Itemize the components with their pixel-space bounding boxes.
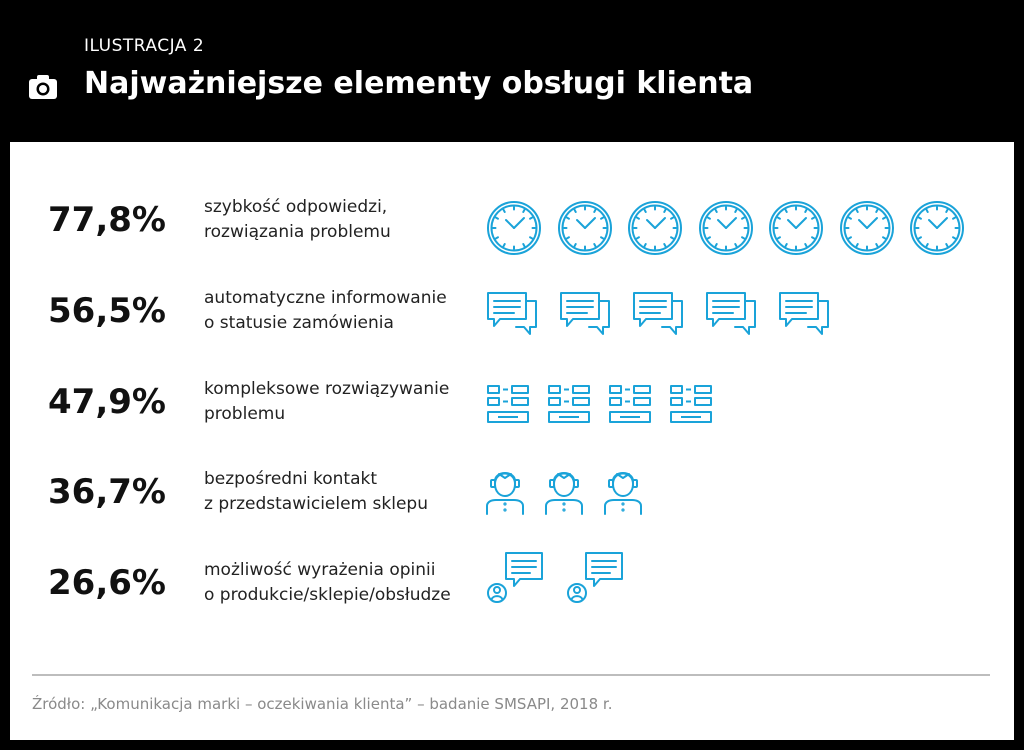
clock-icon xyxy=(557,201,612,255)
illustration-kicker: ILUSTRACJA 2 xyxy=(84,36,205,56)
stat-row: 77,8% szybkość odpowiedzi, rozwiązania pro… xyxy=(10,194,1014,264)
page-title: Najważniejsze elementy obsługi klienta xyxy=(84,66,754,101)
stat-row: 36,7% bezpośredni kontakt z przedstawiciel… xyxy=(10,466,1014,536)
stat-label-line: o statusie zamówienia xyxy=(204,313,394,333)
stat-value: 36,7% xyxy=(48,472,166,512)
stat-label-line: możliwość wyrażenia opinii xyxy=(204,560,436,580)
stat-label: możliwość wyrażenia opinii o produkcie/sk… xyxy=(204,558,451,608)
chat-bubbles-icon xyxy=(633,292,683,335)
form-icon xyxy=(548,385,590,423)
divider xyxy=(32,674,990,676)
clock-icon xyxy=(628,201,682,255)
form-icon xyxy=(609,385,651,423)
stat-label-line: bezpośredni kontakt xyxy=(204,469,377,489)
icon-group xyxy=(486,376,986,446)
clock-icon xyxy=(910,201,964,255)
icon-group xyxy=(486,466,986,536)
icon-group xyxy=(486,285,986,355)
agent-icon xyxy=(545,472,583,515)
stat-label-line: kompleksowe rozwiązywanie xyxy=(204,379,450,399)
user-comment-icon xyxy=(567,552,623,603)
stat-label-line: automatyczne informowanie xyxy=(204,288,447,308)
stat-label: bezpośredni kontakt z przedstawicielem sk… xyxy=(204,467,428,517)
stat-label: szybkość odpowiedzi, rozwiązania problemu xyxy=(204,195,391,245)
stat-value: 56,5% xyxy=(48,291,166,331)
stat-row: 56,5% automatyczne informowanie o statusie… xyxy=(10,285,1014,355)
icon-group xyxy=(486,552,986,627)
clock-icon xyxy=(487,201,541,255)
stat-label-line: o produkcie/sklepie/obsłudze xyxy=(204,585,451,605)
stat-label-line: rozwiązania problemu xyxy=(204,222,391,242)
user-comment-icon xyxy=(487,552,543,603)
chat-bubbles-icon xyxy=(706,292,756,335)
stat-label-line: z przedstawicielem sklepu xyxy=(204,494,428,514)
stat-value: 26,6% xyxy=(48,563,166,603)
stat-label: kompleksowe rozwiązywanie problemu xyxy=(204,377,449,427)
icon-group xyxy=(486,194,986,264)
header: ILUSTRACJA 2 Najważniejsze elementy obsł… xyxy=(0,0,1024,142)
agent-icon xyxy=(604,472,642,515)
stat-label: automatyczne informowanie o statusie zamó… xyxy=(204,286,447,336)
stat-label-line: problemu xyxy=(204,404,286,424)
source-note: Źródło: „Komunikacja marki – oczekiwania… xyxy=(32,695,613,713)
infographic-panel: 77,8% szybkość odpowiedzi, rozwiązania pro… xyxy=(10,142,1014,740)
agent-icon xyxy=(486,472,524,515)
chat-bubbles-icon xyxy=(560,292,610,335)
camera-icon xyxy=(29,75,57,99)
form-icon xyxy=(670,385,712,423)
stat-row: 26,6% możliwość wyrażenia opinii o produkc… xyxy=(10,552,1014,627)
clock-icon xyxy=(769,201,823,255)
clock-icon xyxy=(698,201,753,255)
clock-icon xyxy=(839,201,894,255)
chat-bubbles-icon xyxy=(779,292,829,335)
chat-bubbles-icon xyxy=(487,292,537,335)
form-icon xyxy=(487,385,529,423)
stat-label-line: szybkość odpowiedzi, xyxy=(204,197,388,217)
stat-row: 47,9% kompleksowe rozwiązywanie problemu xyxy=(10,376,1014,446)
stat-value: 47,9% xyxy=(48,382,166,422)
stat-value: 77,8% xyxy=(48,200,166,240)
